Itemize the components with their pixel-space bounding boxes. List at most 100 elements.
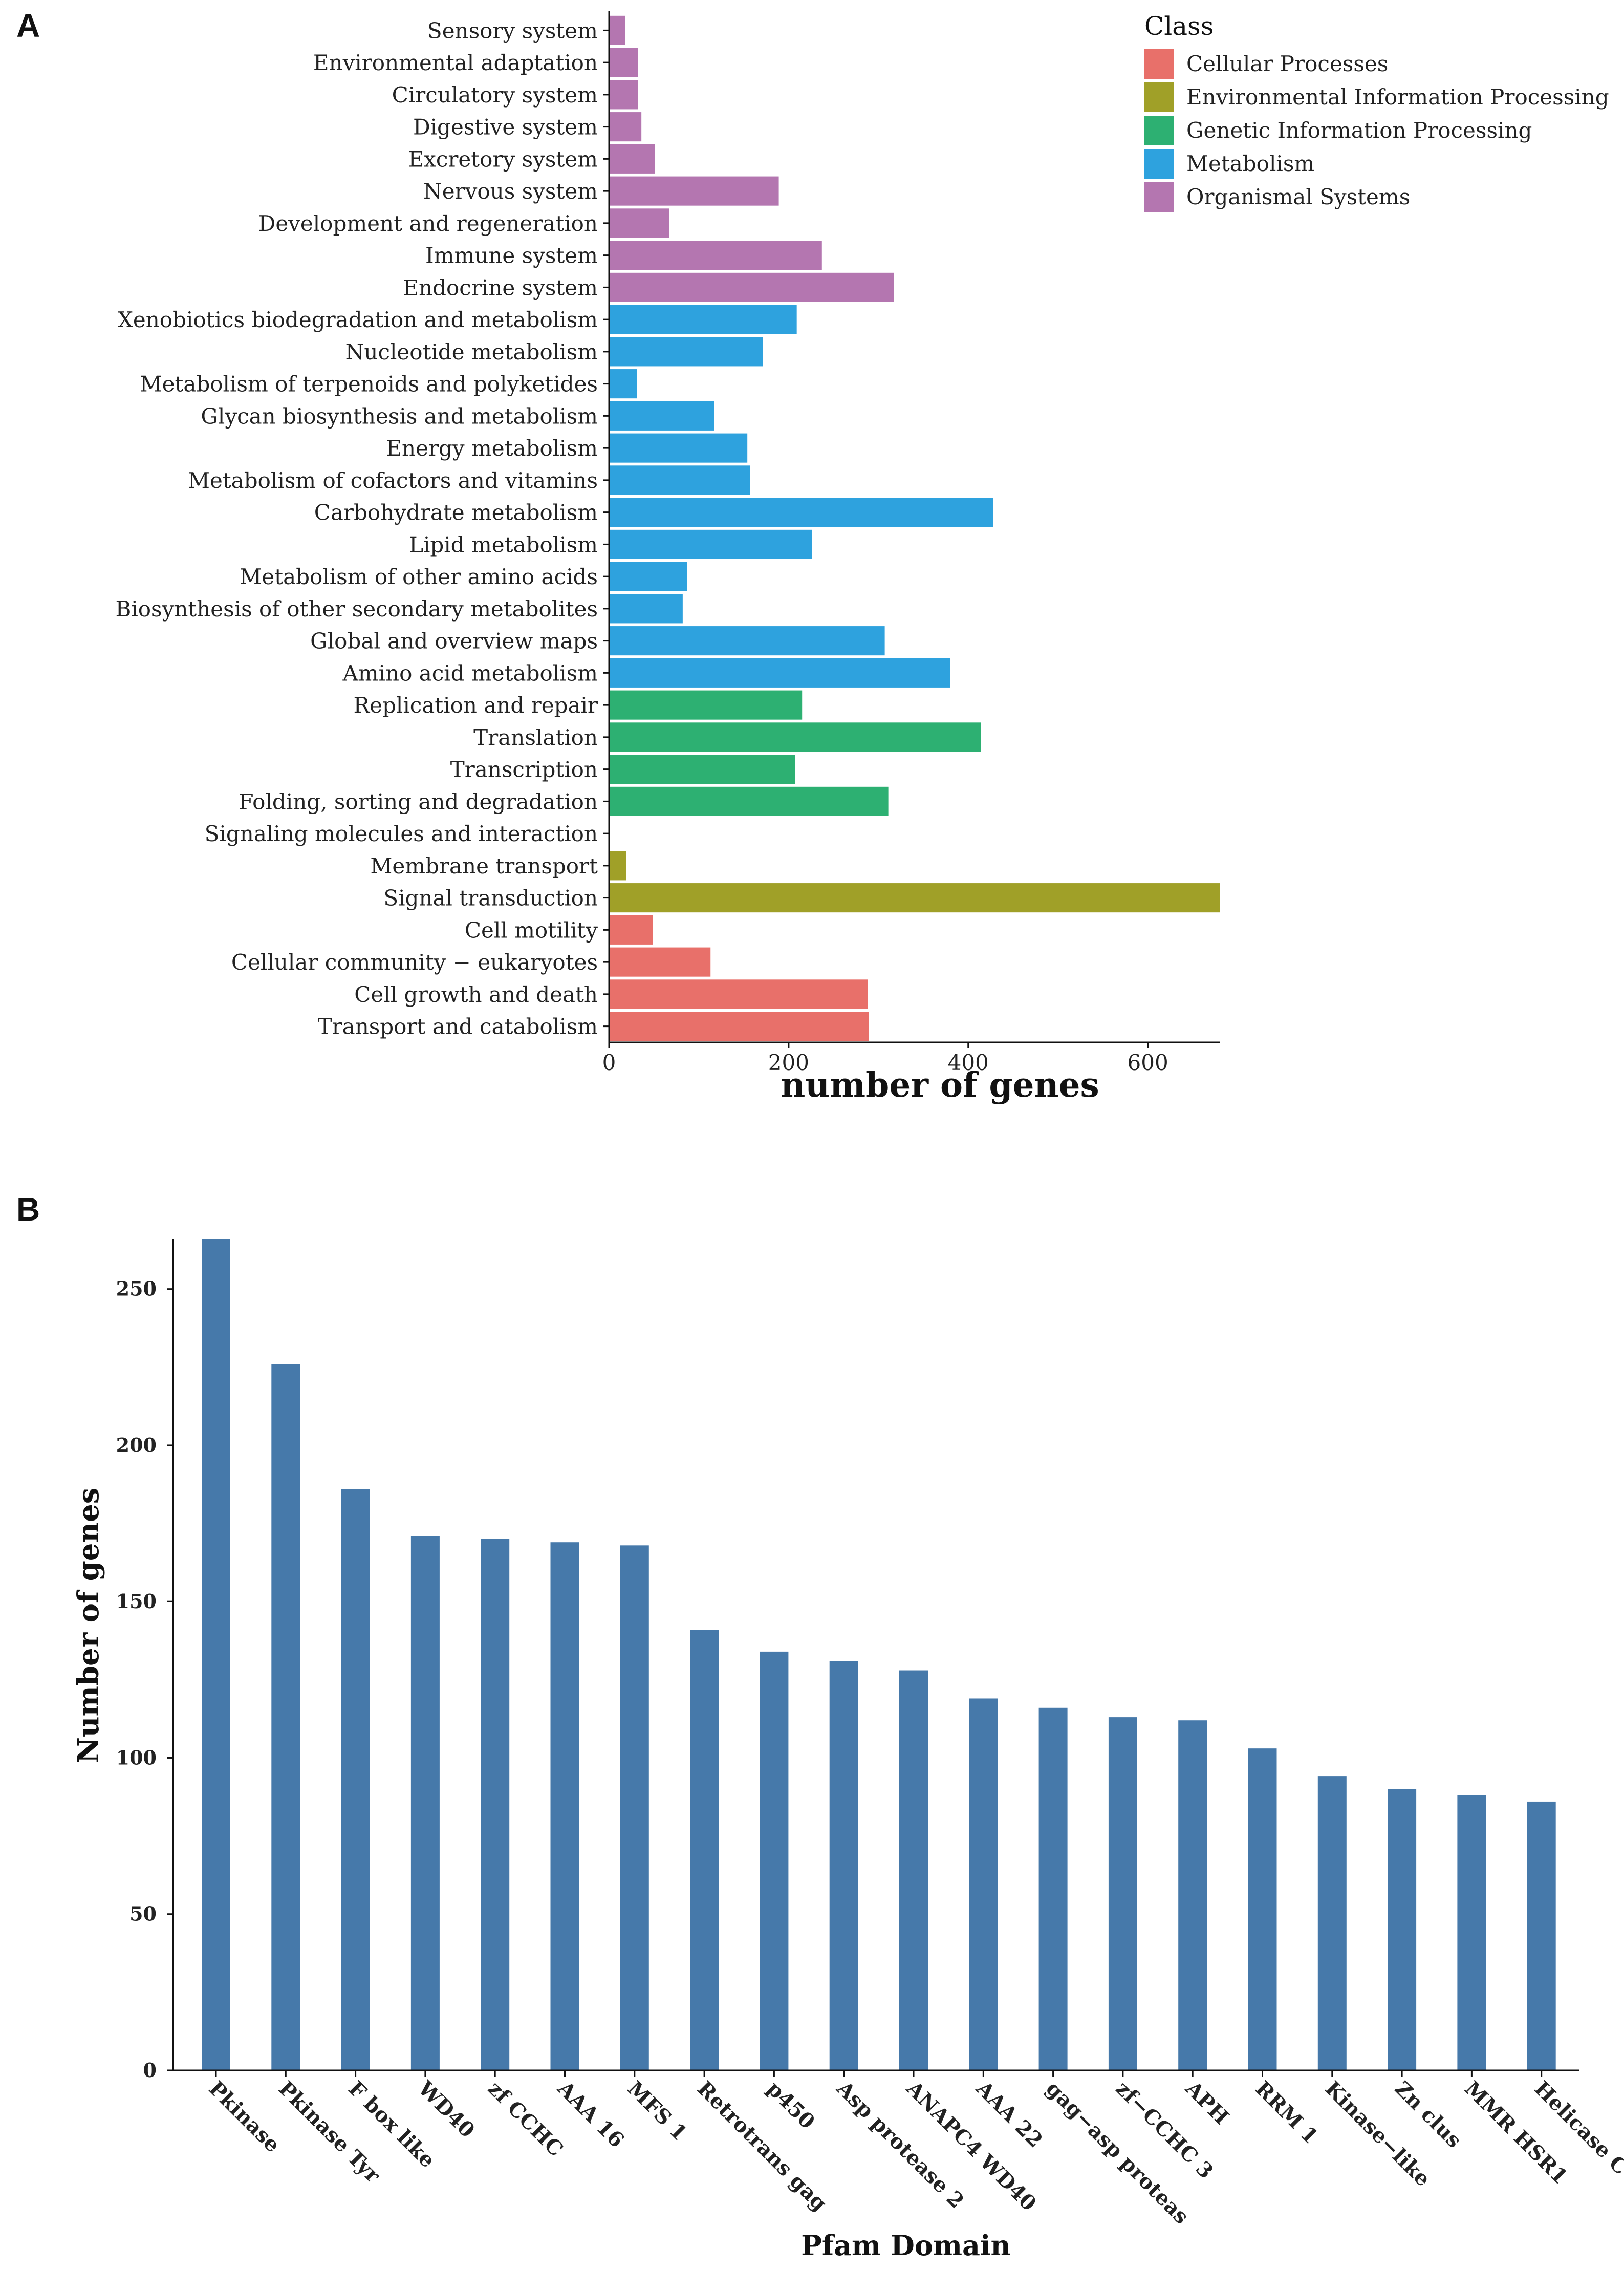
chart-b-x-axis-title: Pfam Domain (801, 2229, 1011, 2262)
chart-a-category-label: Biosynthesis of other secondary metaboli… (115, 596, 598, 622)
chart-a-category-label: Nucleotide metabolism (345, 339, 598, 365)
panel-b-label: B (16, 1191, 40, 1228)
chart-a-legend-label: Organismal Systems (1186, 184, 1410, 209)
chart-a-kegg-classification: Sensory system Environmental adaptation Ci… (115, 11, 1609, 1105)
chart-a-bar (609, 80, 638, 110)
chart-b-bar (271, 1364, 300, 2070)
chart-a-bar (609, 755, 795, 784)
chart-a-bar (609, 883, 1220, 913)
chart-b-bar (1527, 1801, 1556, 2070)
chart-a-category-label: Environmental adaptation (313, 50, 598, 75)
chart-a-x-tick-label: 0 (602, 1050, 616, 1075)
chart-a-category-label: Endocrine system (403, 275, 598, 300)
chart-a-bar (609, 15, 625, 45)
chart-a-category-label: Metabolism of terpenoids and polyketides (140, 372, 598, 397)
chart-a-bar (609, 690, 803, 720)
chart-a-category-label: Lipid metabolism (409, 532, 598, 557)
chart-a-category-label: Cell growth and death (354, 982, 598, 1007)
chart-a-bar (609, 529, 812, 559)
chart-a-x-tick-label: 400 (948, 1050, 989, 1075)
chart-a-x-tick-label: 600 (1128, 1050, 1168, 1075)
chart-a-category-labels: Sensory system Environmental adaptation Ci… (115, 18, 598, 1039)
chart-a-category-label: Transport and catabolism (318, 1014, 598, 1039)
chart-a-bar (609, 433, 748, 463)
chart-a-legend-swatch (1144, 49, 1174, 79)
chart-a-legend-swatch (1144, 82, 1174, 112)
chart-a-category-label: Sensory system (427, 18, 598, 43)
chart-b-bar (481, 1539, 510, 2070)
chart-a-bar (609, 594, 683, 624)
chart-a-bar (609, 241, 822, 270)
chart-a-bar (609, 626, 885, 656)
chart-b-bar (1108, 1717, 1137, 2070)
chart-a-bar (609, 498, 993, 527)
chart-b-category-label: RRM 1 (1250, 2077, 1323, 2149)
chart-a-category-label: Translation (473, 725, 598, 750)
chart-b-category-label: p450 (762, 2077, 819, 2134)
chart-a-category-label: Xenobiotics biodegradation and metabolis… (118, 307, 598, 332)
chart-a-bar (609, 272, 894, 302)
chart-b-bar (899, 1670, 928, 2070)
chart-b-bars (202, 1239, 1556, 2070)
chart-b-category-label: zf CCHC (483, 2077, 568, 2161)
chart-a-bar (609, 562, 687, 591)
chart-a-bar (609, 465, 750, 495)
chart-a-category-label: Global and overview maps (310, 629, 598, 654)
chart-b-y-axis-title: Number of genes (72, 1488, 105, 1764)
chart-a-legend-title: Class (1144, 11, 1214, 41)
chart-a-category-label: Metabolism of other amino acids (240, 564, 598, 589)
chart-a-category-label: Replication and repair (354, 693, 598, 718)
chart-a-legend-label: Environmental Information Processing (1186, 84, 1609, 110)
chart-b-category-label: Asp protease 2 (832, 2076, 969, 2213)
chart-b-bar (341, 1489, 370, 2070)
chart-a-category-label: Glycan biosynthesis and metabolism (201, 403, 598, 429)
panel-a-label: A (16, 7, 40, 44)
chart-a-bar (609, 786, 889, 816)
chart-a-legend-label: Metabolism (1186, 151, 1314, 176)
chart-a-category-label: Circulatory system (392, 82, 598, 108)
chart-a-bar (609, 658, 950, 688)
chart-b-y-tick-label: 150 (116, 1590, 157, 1613)
chart-a-category-label: Digestive system (413, 115, 598, 140)
chart-b-bar (1038, 1707, 1068, 2070)
chart-b-y-tick-label: 250 (116, 1277, 157, 1300)
chart-b-bar (1178, 1720, 1207, 2070)
chart-b-y-tick-label: 100 (116, 1746, 157, 1769)
chart-b-bar (1317, 1776, 1347, 2070)
chart-a-bar (609, 144, 655, 174)
chart-a-bar (609, 1012, 869, 1041)
chart-b-category-label: Retrotrans gag (692, 2077, 832, 2216)
chart-a-bar (609, 48, 638, 77)
chart-a-legend-swatch (1144, 116, 1174, 145)
chart-a-bar (609, 915, 653, 945)
chart-a-legend-swatch (1144, 182, 1174, 212)
chart-a-bar (609, 112, 642, 142)
chart-a-bars (609, 15, 1220, 1041)
chart-b-bar (410, 1536, 440, 2070)
chart-b-y-tick-label: 200 (116, 1433, 157, 1457)
chart-a-category-label: Amino acid metabolism (342, 660, 598, 686)
chart-b-category-label: Pkinase (204, 2077, 285, 2157)
chart-a-category-label: Cellular community − eukaryotes (231, 950, 598, 975)
chart-b-category-label: WD40 (413, 2076, 480, 2143)
chart-a-bar (609, 337, 763, 367)
chart-a-x-axis-title: number of genes (781, 1065, 1099, 1105)
chart-a-bar (609, 369, 637, 399)
chart-b-bar (620, 1545, 649, 2070)
chart-b-bar (202, 1239, 230, 2070)
chart-b-category-label: MFS 1 (623, 2077, 692, 2146)
chart-a-bar (609, 305, 797, 334)
chart-b-bar (760, 1651, 789, 2070)
chart-a-legend: Class Cellular Processes Environmental In… (1144, 11, 1609, 212)
chart-b-bar (690, 1630, 719, 2070)
chart-a-category-label: Metabolism of cofactors and vitamins (188, 468, 598, 493)
chart-b-y-tick-label: 0 (143, 2059, 157, 2082)
chart-a-legend-label: Cellular Processes (1186, 51, 1388, 76)
chart-b-category-label: APH (1180, 2076, 1233, 2129)
chart-a-category-label: Nervous system (423, 179, 598, 204)
chart-b-bar (1248, 1748, 1277, 2070)
chart-a-bar (609, 401, 714, 431)
